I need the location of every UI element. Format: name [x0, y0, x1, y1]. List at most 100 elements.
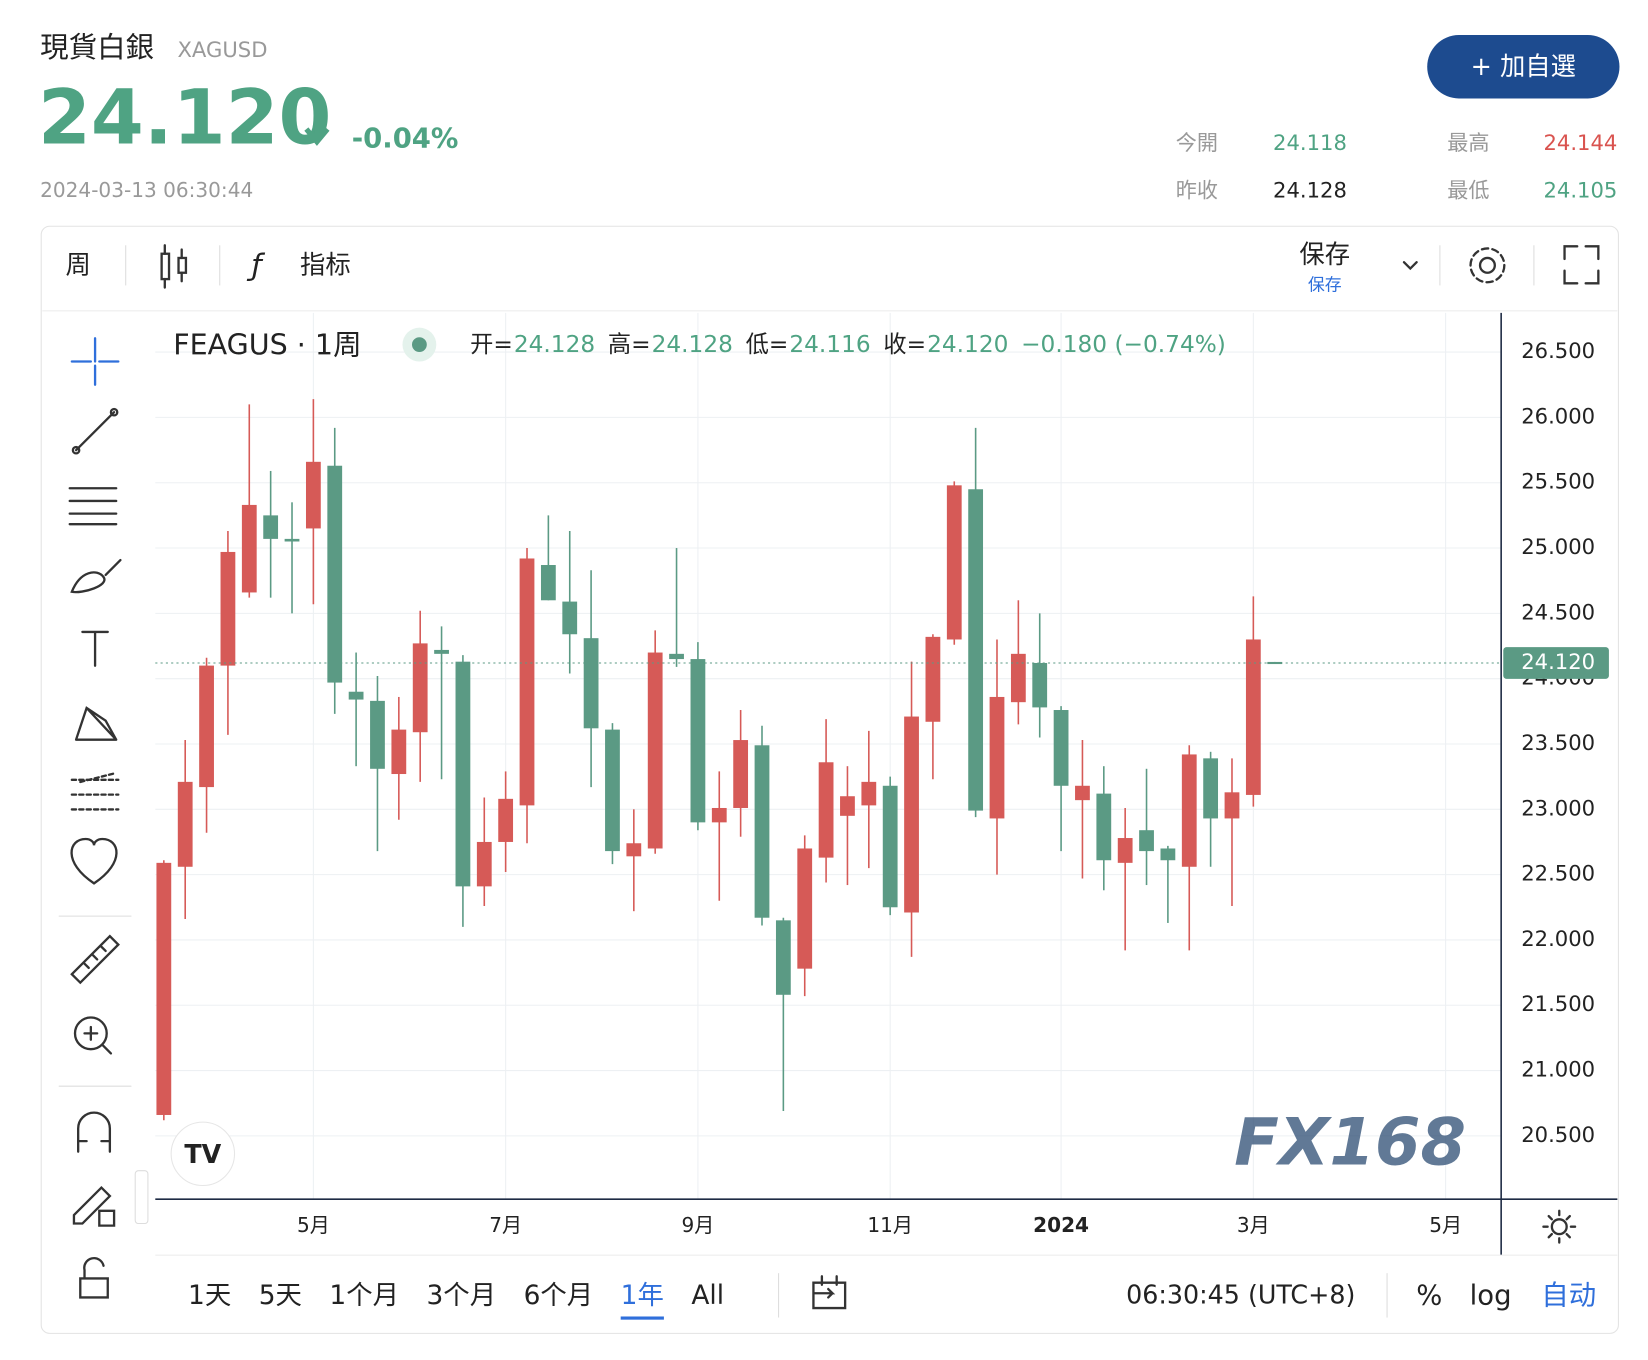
ranges: 1天 5天 1个月 3个月 6个月 1年 All [188, 1280, 724, 1320]
candle-body [455, 661, 471, 887]
candle-body [583, 638, 599, 729]
legend-key: 高= [608, 331, 651, 358]
drawing-tools[interactable] [58, 337, 132, 1299]
candle-body [690, 659, 706, 823]
axis-settings[interactable] [1542, 1209, 1577, 1244]
candle-body [1117, 838, 1133, 863]
candle-body [1053, 710, 1069, 786]
legend-key: 收= [883, 331, 926, 358]
candle-body [754, 745, 770, 918]
candle-body [1096, 793, 1112, 861]
plot-area [155, 312, 1502, 1200]
plot: 20.500 21.000 21.500 22.000 22.500 23.000 23.5… [155, 312, 1609, 1237]
candle-body [1224, 792, 1240, 819]
legend-title: FEAGUS · 1周 [173, 329, 361, 362]
candle-body [1245, 639, 1261, 795]
add-button[interactable] [1427, 35, 1620, 99]
candle-body [1181, 754, 1197, 867]
stat-label: 最低 [1447, 177, 1489, 202]
candle-body [1032, 662, 1048, 708]
candle-body [989, 696, 1005, 819]
range-button[interactable]: 3个月 [427, 1280, 497, 1311]
candle-body [904, 716, 919, 913]
stat-label: 最高 [1447, 130, 1489, 155]
candle-body [775, 920, 791, 995]
x-tick-label: 9月 [681, 1213, 714, 1237]
change: -0.04% [352, 124, 459, 155]
range-button[interactable]: 1个月 [329, 1280, 399, 1311]
timestamp: 2024-03-13 06:30:44 [40, 178, 253, 202]
range-button[interactable]: 1年 [621, 1280, 664, 1311]
legend-change: −0.180 (−0.74%) [1021, 331, 1226, 358]
x-tick-label: 11月 [867, 1213, 913, 1237]
y-tick-label: 25.500 [1521, 469, 1595, 494]
collapse-handle[interactable] [134, 1170, 149, 1225]
candle-body [263, 515, 279, 539]
save[interactable]: 保存 [1299, 239, 1350, 269]
candle-body [946, 485, 962, 640]
range-button[interactable]: 5天 [259, 1280, 302, 1311]
stat-value: 24.144 [1543, 130, 1617, 155]
candle-body [284, 538, 300, 542]
settings-icon[interactable] [1469, 247, 1506, 284]
legend-value: 24.128 [652, 331, 733, 358]
range-button[interactable]: 6个月 [524, 1280, 594, 1311]
candle-body [861, 781, 877, 806]
x-tick-label: 5月 [1429, 1213, 1462, 1237]
candle-body [156, 862, 172, 1115]
x-tick-label: 7月 [489, 1213, 522, 1237]
title: 現貨白銀 [40, 31, 154, 64]
last-price-label: 24.120 [1521, 649, 1595, 674]
y-tick-label: 26.000 [1521, 403, 1595, 428]
y-tick-label: 21.000 [1521, 1057, 1595, 1082]
candle-body [1203, 758, 1219, 819]
symbol: XAGUSD [177, 37, 267, 62]
candle-body [220, 551, 236, 666]
range-button[interactable]: 1天 [188, 1280, 231, 1311]
fullscreen-icon[interactable] [1563, 245, 1600, 285]
price: 24.120 [38, 73, 331, 162]
stat-label: 昨收 [1176, 177, 1218, 202]
range-underline [620, 1316, 664, 1320]
candle-body [840, 796, 855, 816]
dropdown[interactable] [1402, 261, 1418, 271]
log-toggle[interactable]: log [1470, 1280, 1512, 1311]
y-tick-label: 23.000 [1521, 795, 1595, 820]
y-tick-label: 20.500 [1521, 1122, 1595, 1147]
candle-body [348, 691, 364, 700]
candle-body [412, 643, 428, 733]
candle-icon[interactable] [160, 244, 188, 289]
interval[interactable]: 周 [65, 249, 90, 279]
candle-body [434, 649, 449, 654]
stat-value: 24.128 [1273, 177, 1347, 202]
auto-toggle[interactable]: 自动 [1541, 1280, 1596, 1311]
x-tick-label: 3月 [1237, 1213, 1270, 1237]
fx-icon[interactable]: ƒ [246, 248, 265, 282]
status-dot [412, 337, 427, 352]
stat-label: 今開 [1176, 130, 1218, 155]
save-sub[interactable]: 保存 [1308, 274, 1342, 294]
add-button-label[interactable]: + 加自選 [1471, 51, 1576, 81]
x-tick-label: 2024 [1033, 1213, 1089, 1237]
candle-body [925, 636, 941, 722]
last-price-tag [1503, 647, 1609, 679]
candle-body [476, 841, 492, 887]
percent-toggle[interactable]: % [1416, 1280, 1442, 1311]
range-button[interactable]: All [691, 1280, 724, 1311]
candle-body [711, 807, 727, 823]
candle-body [882, 785, 898, 908]
y-tick-label: 25.000 [1521, 534, 1595, 559]
y-tick-label: 26.500 [1521, 338, 1595, 363]
candle-body [1267, 661, 1283, 665]
candle-body [199, 665, 214, 788]
y-tick-label: 22.500 [1521, 861, 1595, 886]
candle-body [519, 558, 535, 806]
tv-logo[interactable] [170, 1121, 236, 1187]
date-range-icon[interactable] [812, 1275, 847, 1310]
candle-body [1010, 653, 1026, 703]
candle-body [498, 798, 514, 842]
stats: 今開 24.118 昨收 24.128 最高 24.144 最低 24.105 [1176, 130, 1618, 203]
legend-value: 24.128 [514, 331, 595, 358]
down-arrow [304, 116, 330, 146]
indicators[interactable]: 指标 [300, 249, 351, 279]
